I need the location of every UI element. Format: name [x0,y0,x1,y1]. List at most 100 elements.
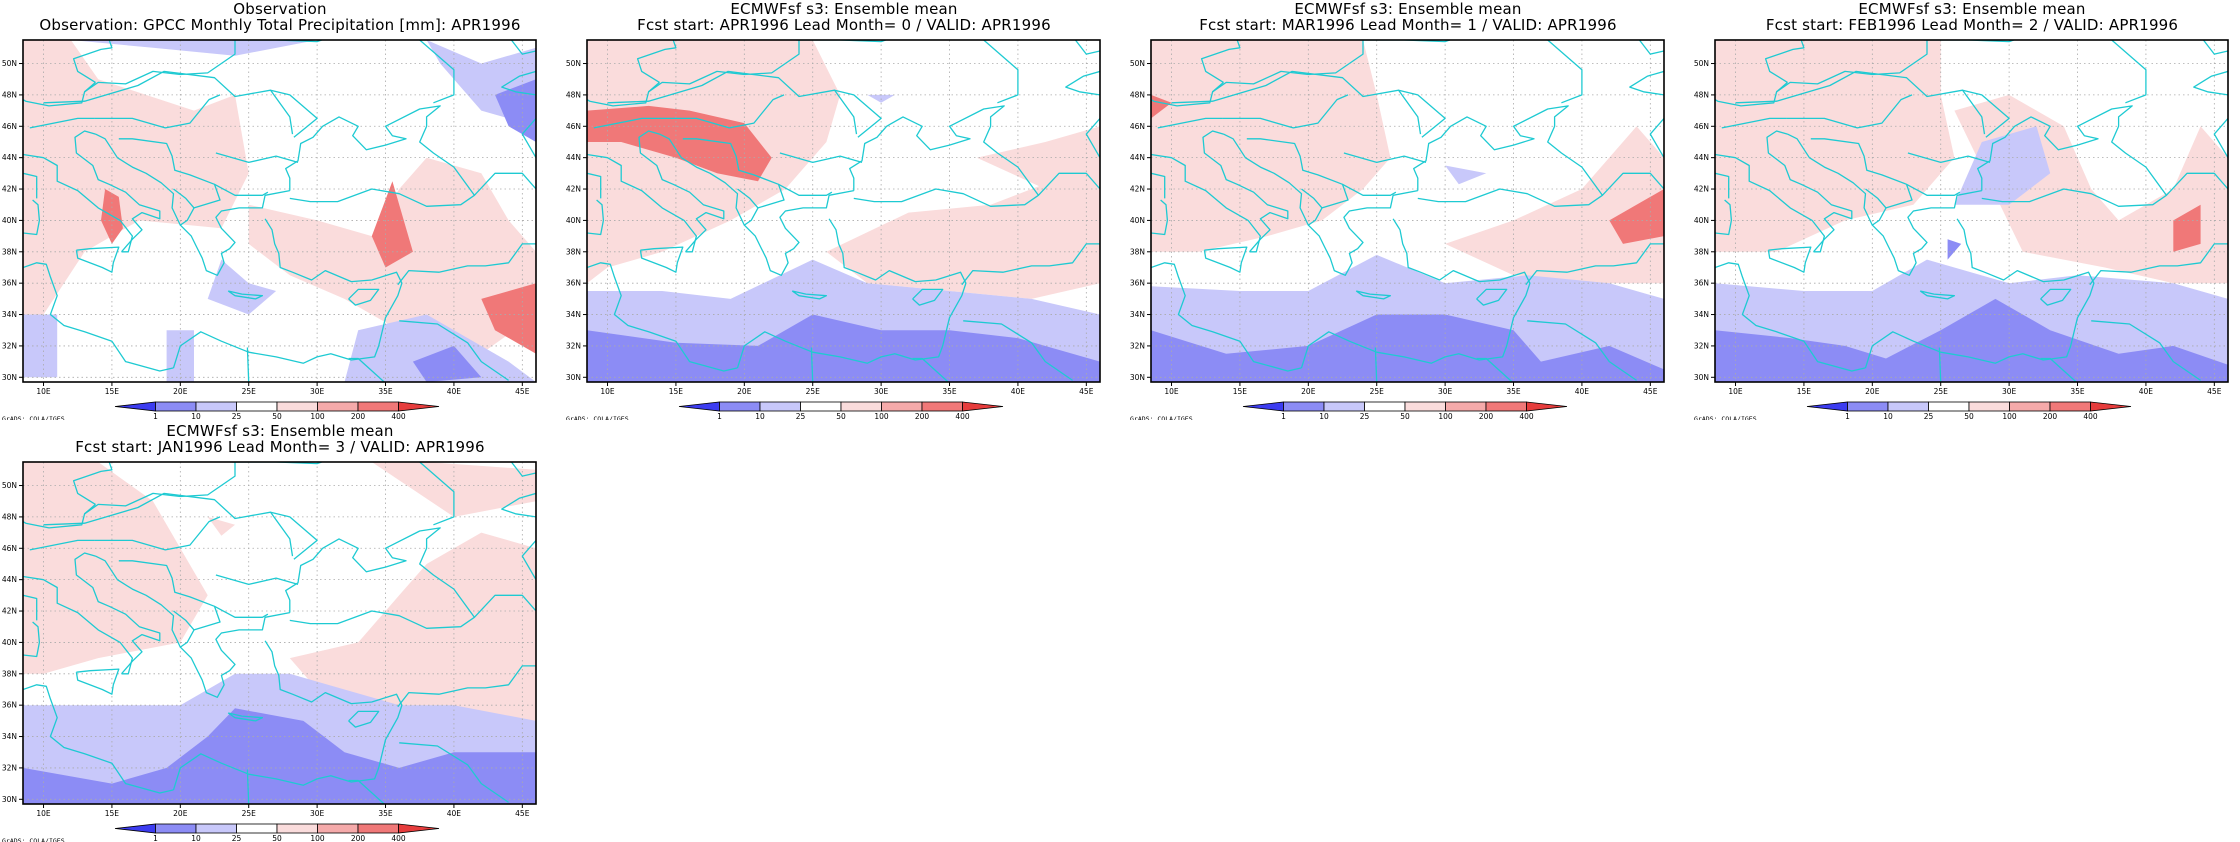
lon-tick-label: 10E [36,387,51,396]
colorbar-label: 10 [191,834,201,842]
panel-subtitle: Fcst start: APR1996 Lead Month= 0 / VALI… [637,16,1051,34]
precip-shade [289,532,536,737]
colorbar-label: 400 [1519,412,1534,420]
colorbar: 1 10 25 50 100 200 400 [114,401,440,420]
lat-tick-label: 46N [1694,122,1709,131]
coastline [1919,290,1956,300]
colorbar-label: 10 [1319,412,1329,420]
coastline [501,492,536,518]
colorbar-label: 10 [755,412,765,420]
panel-subtitle: Fcst start: JAN1996 Lead Month= 3 / VALI… [75,438,485,456]
lat-tick-label: 42N [1130,185,1145,194]
colorbar: 1 10 25 50 100 200 400 [678,401,1004,420]
coastline [963,320,1073,381]
lon-tick-label: 25E [1370,387,1385,396]
coastline [84,503,96,515]
colorbar-segment [236,401,278,412]
coastline [1766,130,1853,253]
lat-tick-label: 30N [566,373,581,382]
colorbar-label: 1 [1845,412,1850,420]
lon-tick-label: 15E [1797,387,1812,396]
colorbar-label: 50 [836,412,846,420]
map-panel-lead-0: ECMWFsf s3: Ensemble mean Fcst start: AP… [564,0,1112,420]
lat-tick-label: 34N [1130,310,1145,319]
colorbar-label: 200 [351,834,366,842]
panel-subtitle: Fcst start: MAR1996 Lead Month= 1 / VALI… [1199,16,1617,34]
lat-tick-label: 32N [2,763,17,772]
precip-shade [1954,126,2051,205]
colorbar-label: 50 [272,834,282,842]
colorbar-segment [759,401,801,412]
coastline [397,665,536,708]
lon-tick-label: 20E [1301,387,1316,396]
coastline [285,527,476,629]
lat-tick-label: 36N [1694,279,1709,288]
precip-shade [1151,314,1664,382]
precip-shade [587,105,772,182]
colorbar-segment [155,401,197,412]
precip-shade [23,314,58,378]
coastline [74,130,161,253]
precipitation-map: 10E 15E 20E 25E 30E 35E 40E 45E 30N 32N 34N 36N 38N 4… [1694,39,2229,420]
precip-shade [412,345,482,382]
map-frame [1150,39,1665,383]
coastline [1715,262,1866,372]
colorbar-segment [962,401,1004,412]
lat-tick-label: 44N [2,575,17,584]
coastline [2202,40,2228,55]
precip-shade [23,462,208,674]
lat-tick-label: 42N [2,607,17,616]
colorbar-label: 50 [272,412,282,420]
coastline [23,262,174,372]
colorbar-segment [678,401,720,412]
lat-tick-label: 46N [2,544,17,553]
coastline [1715,153,1826,253]
colorbar-segment [195,401,237,412]
lat-tick-label: 50N [1694,59,1709,68]
precip-shade [587,314,1100,382]
coastline [912,288,944,306]
coastline [1223,133,1418,276]
colorbar-segment [317,401,359,412]
coastline [1246,138,1349,209]
coastline [348,288,380,306]
lat-tick-label: 44N [1130,153,1145,162]
lat-tick-label: 38N [2,669,17,678]
coastline [399,320,509,381]
coastline [270,89,318,138]
coastline [1787,133,1982,276]
precip-shade [344,314,536,382]
coastline [246,347,250,382]
colorbar-segment [1445,401,1487,412]
map-frame [1714,39,2229,383]
coastline [1735,70,1986,135]
map-panel-lead-2: ECMWFsf s3: Ensemble mean Fcst start: FE… [1692,0,2240,420]
coastline [1767,246,1812,273]
coastline [29,117,95,129]
lat-tick-label: 30N [2,373,17,382]
colorbar-segment [2009,401,2051,412]
coastline [2040,288,2072,306]
coastline [912,357,949,382]
lon-tick-label: 45E [2207,387,2222,396]
colorbar-segment [719,401,761,412]
precip-shade [826,157,1100,299]
coastline [778,183,833,196]
lat-tick-label: 42N [1694,185,1709,194]
colorbar-label: 50 [1400,412,1410,420]
lat-tick-label: 40N [1694,216,1709,225]
coastline [638,130,725,253]
colorbar-segment [276,823,318,834]
coastline [1151,262,1302,372]
colorbar-label: 100 [874,412,889,420]
colorbar-label: 400 [391,412,406,420]
coastline [1413,105,1604,207]
precipitation-map: 10E 15E 20E 25E 30E 35E 40E 45E 30N 32N 34N 36N 38N 4… [566,39,1101,420]
coastline [214,605,269,618]
coastline [636,40,677,83]
lon-tick-label: 25E [1934,387,1949,396]
coastline [95,133,290,276]
coastline [587,262,738,372]
coastline [348,779,385,804]
grads-credit: GrADS: COLA/IGES [566,415,629,420]
